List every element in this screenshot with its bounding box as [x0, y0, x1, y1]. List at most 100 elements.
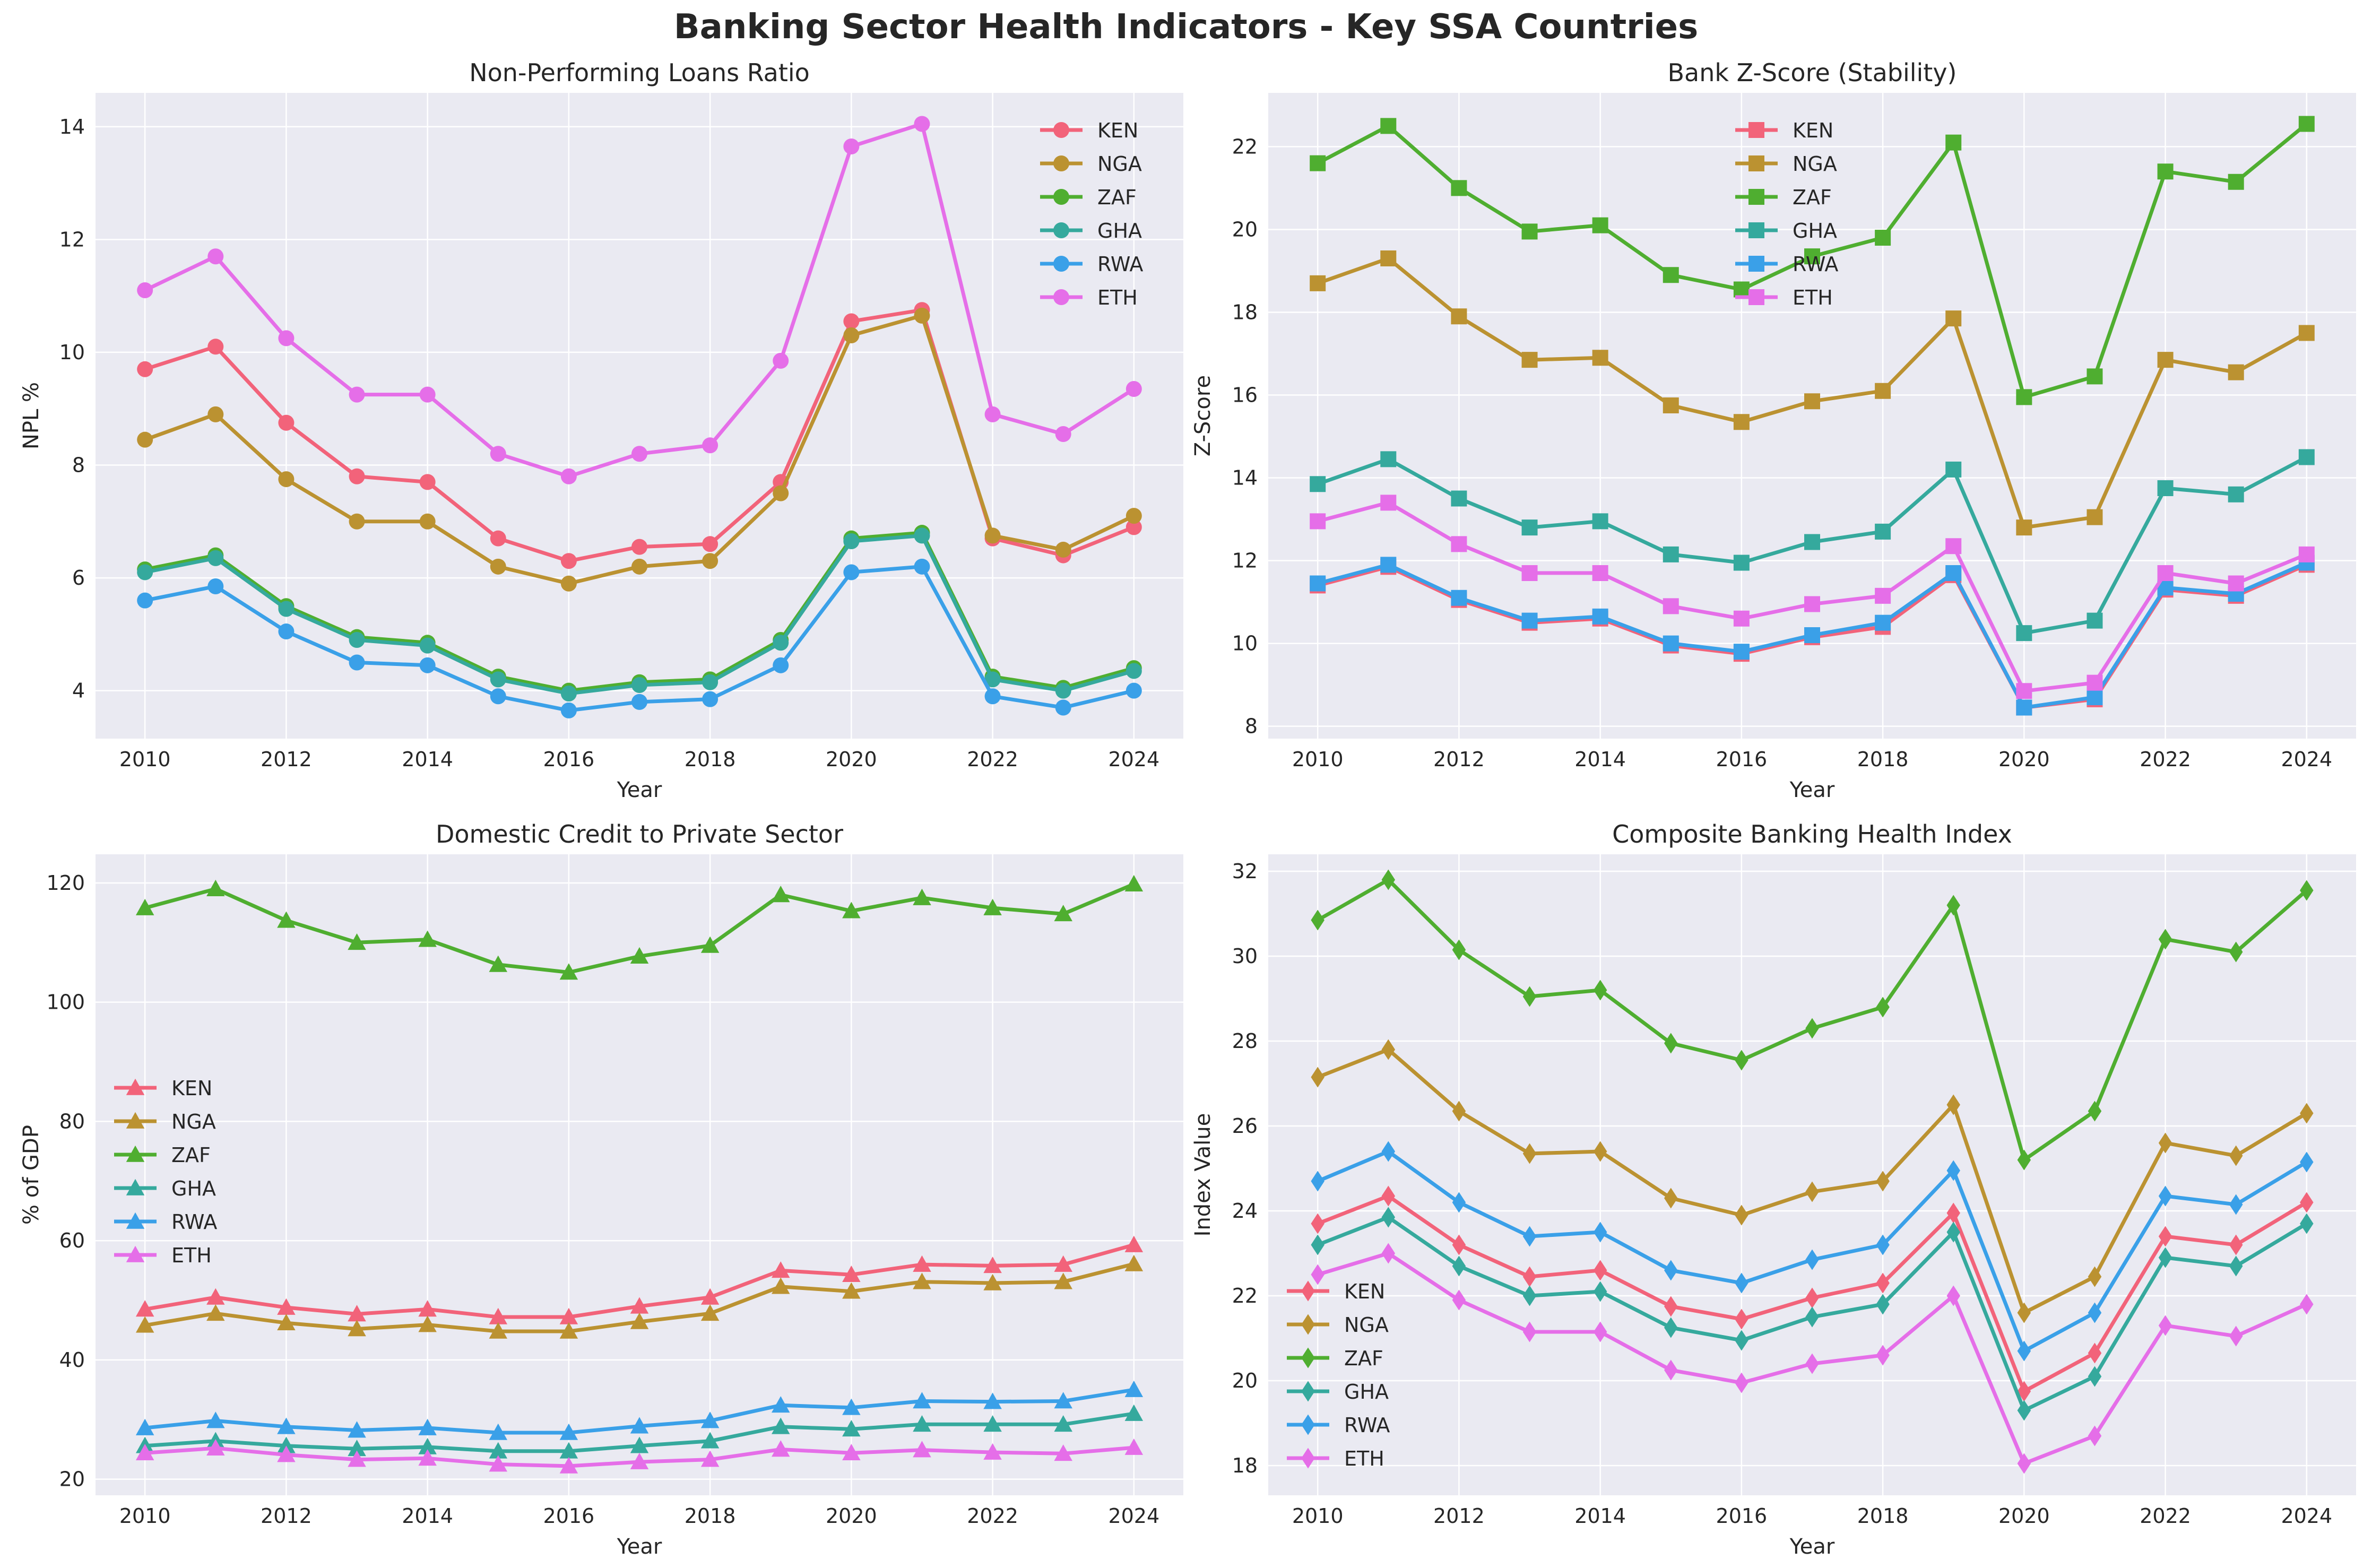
legend-entry: GHA: [1040, 219, 1142, 242]
data-point: [2228, 486, 2244, 503]
y-tick-label: 24: [1232, 1199, 1258, 1223]
data-point: [1593, 1141, 1607, 1162]
data-point: [913, 1392, 931, 1409]
data-point: [278, 623, 295, 640]
legend-label: ZAF: [1793, 186, 1832, 209]
legend-entry: ZAF: [1735, 186, 1832, 209]
data-point: [913, 1415, 931, 1432]
plot-area: [1268, 854, 2356, 1495]
series-gha: [1311, 1207, 2314, 1421]
data-point: [1124, 1235, 1144, 1252]
legend-entry: RWA: [114, 1210, 217, 1234]
data-point: [1735, 1205, 1748, 1226]
series-zaf: [1311, 869, 2314, 1171]
data-point: [1381, 1243, 1396, 1264]
x-tick-label: 2022: [2140, 1504, 2191, 1528]
data-point: [1805, 1353, 1819, 1374]
data-point: [206, 1304, 225, 1321]
data-point: [1310, 476, 1326, 492]
data-point: [1805, 1306, 1819, 1328]
data-point: [1875, 230, 1891, 246]
data-point: [1733, 414, 1750, 430]
data-point: [1452, 939, 1466, 960]
data-point: [700, 1304, 720, 1321]
data-point: [489, 1442, 508, 1459]
legend-label: GHA: [171, 1177, 216, 1200]
data-point: [560, 575, 577, 592]
data-point: [700, 1288, 720, 1305]
series-rwa: [1311, 1141, 2314, 1362]
data-point: [1055, 699, 1071, 716]
x-tick-label: 2024: [2281, 748, 2332, 771]
data-point: [278, 601, 295, 617]
y-tick-label: 120: [46, 871, 85, 895]
data-point: [1054, 1272, 1072, 1289]
data-point: [277, 1313, 296, 1331]
data-point: [348, 1305, 366, 1322]
data-point: [2300, 880, 2314, 901]
data-point: [2017, 1400, 2031, 1421]
data-point: [1735, 1272, 1748, 1294]
legend-entry: KEN: [114, 1077, 212, 1100]
data-point: [2298, 546, 2315, 562]
data-point: [631, 539, 647, 555]
data-point: [135, 898, 154, 915]
data-point: [1805, 1287, 1819, 1309]
data-point: [2087, 509, 2103, 525]
data-point: [1804, 393, 1820, 410]
data-point: [913, 1441, 931, 1458]
series-gha: [137, 527, 1142, 701]
legend-entry: ETH: [1287, 1447, 1384, 1470]
legend-entry: ETH: [1735, 286, 1833, 309]
data-point: [1451, 308, 1467, 325]
data-point: [1804, 248, 1820, 265]
data-point: [702, 674, 718, 690]
data-point: [1054, 905, 1072, 922]
data-point: [842, 1443, 861, 1461]
data-point: [1804, 534, 1820, 550]
data-point: [1055, 541, 1071, 558]
legend-marker: [126, 1245, 145, 1262]
data-point: [702, 536, 718, 552]
data-point: [2088, 1302, 2102, 1323]
data-point: [1593, 1260, 1607, 1281]
data-point: [2229, 1255, 2243, 1277]
legend-entry: RWA: [1287, 1414, 1390, 1437]
data-point: [278, 471, 295, 488]
y-tick-label: 30: [1232, 945, 1258, 968]
data-point: [559, 963, 578, 980]
data-point: [1663, 397, 1679, 413]
data-point: [348, 1421, 366, 1438]
series-gha: [135, 1404, 1144, 1459]
data-point: [1311, 909, 1324, 931]
data-point: [1876, 997, 1890, 1018]
data-point: [2158, 929, 2172, 950]
x-axis-label: Year: [1789, 778, 1835, 802]
legend-entry: GHA: [1735, 219, 1837, 242]
x-tick-label: 2010: [119, 748, 171, 771]
chart-panel-4: 2010 2012 2014 2016 2018 2020 2022 202418202224…: [1191, 820, 2356, 1559]
legend-marker: [126, 1078, 145, 1095]
data-point: [1945, 565, 1962, 581]
data-point: [1945, 538, 1962, 555]
data-point: [2088, 1342, 2102, 1364]
data-point: [349, 513, 365, 530]
legend-marker: [1301, 1314, 1315, 1335]
x-tick-label: 2020: [826, 748, 877, 771]
legend-entry: ZAF: [1287, 1347, 1383, 1370]
data-point: [2016, 625, 2032, 642]
data-point: [1381, 1185, 1396, 1207]
data-point: [559, 1423, 578, 1440]
data-point: [560, 553, 577, 569]
data-point: [1054, 1415, 1072, 1432]
y-axis-label: Z-Score: [1191, 375, 1215, 456]
data-point: [1381, 1141, 1396, 1162]
data-point: [1126, 519, 1142, 535]
data-point: [2298, 116, 2315, 132]
legend-marker: [1053, 189, 1069, 205]
data-point: [1592, 565, 1608, 581]
data-point: [1593, 1321, 1607, 1342]
data-point: [419, 657, 436, 673]
data-point: [135, 1316, 154, 1333]
legend-label: KEN: [1097, 119, 1138, 142]
